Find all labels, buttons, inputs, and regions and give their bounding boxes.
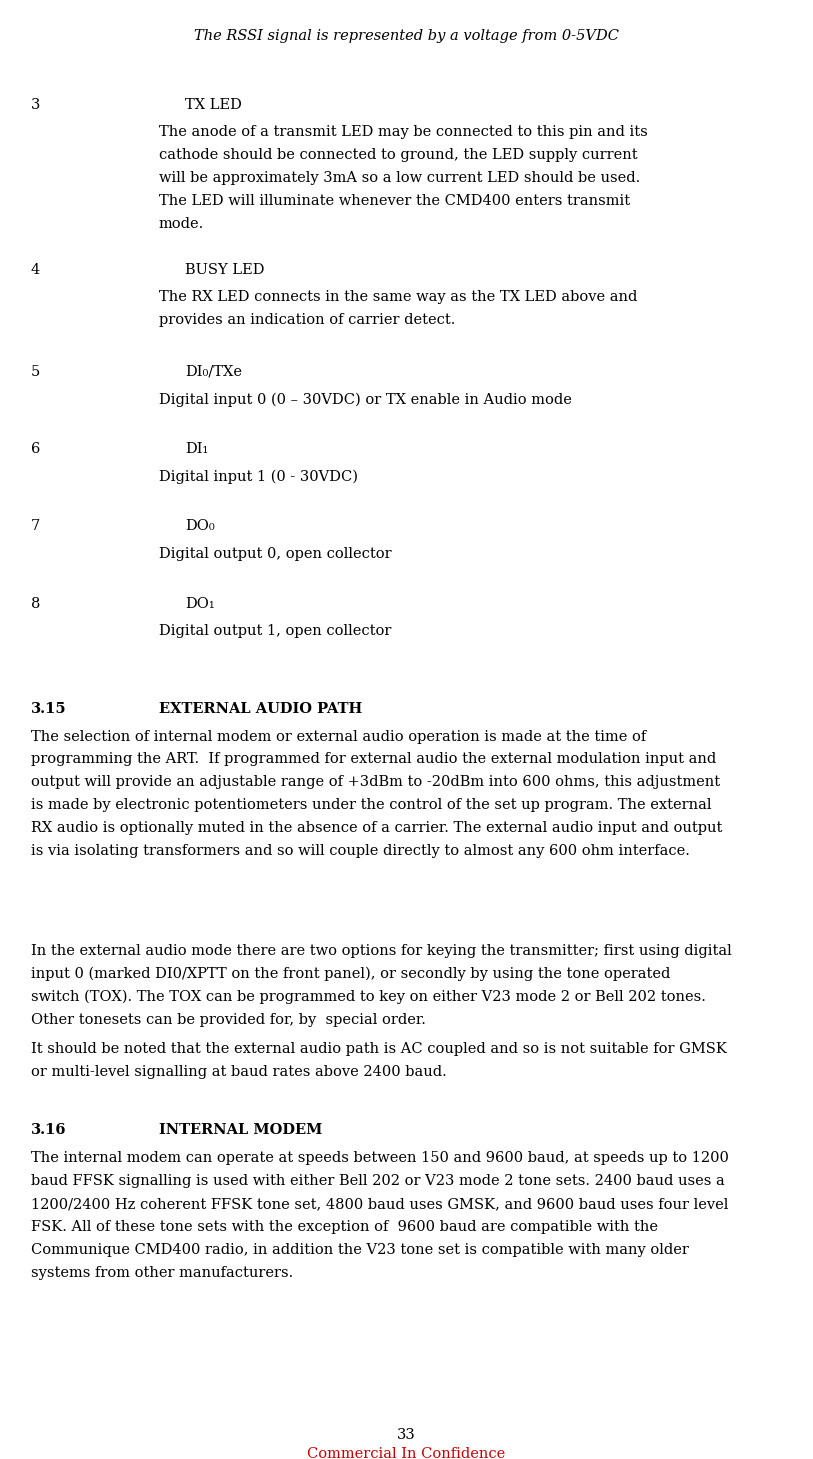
Text: switch (TOX). The TOX can be programmed to key on either V23 mode 2 or Bell 202 : switch (TOX). The TOX can be programmed … xyxy=(31,989,706,1004)
Text: Communique CMD400 radio, in addition the V23 tone set is compatible with many ol: Communique CMD400 radio, in addition the… xyxy=(31,1243,689,1258)
Text: RX audio is optionally muted in the absence of a carrier. The external audio inp: RX audio is optionally muted in the abse… xyxy=(31,821,722,836)
Text: 5: 5 xyxy=(31,365,40,379)
Text: 4: 4 xyxy=(31,263,40,277)
Text: BUSY LED: BUSY LED xyxy=(185,263,265,277)
Text: programming the ART.  If programmed for external audio the external modulation i: programming the ART. If programmed for e… xyxy=(31,753,716,766)
Text: DO₀: DO₀ xyxy=(185,519,215,534)
Text: 1200/2400 Hz coherent FFSK tone set, 4800 baud uses GMSK, and 9600 baud uses fou: 1200/2400 Hz coherent FFSK tone set, 480… xyxy=(31,1196,728,1211)
Text: cathode should be connected to ground, the LED supply current: cathode should be connected to ground, t… xyxy=(159,149,637,162)
Text: DO₁: DO₁ xyxy=(185,597,215,611)
Text: 7: 7 xyxy=(31,519,40,534)
Text: DI₀/TXe: DI₀/TXe xyxy=(185,365,242,379)
Text: output will provide an adjustable range of +3dBm to -20dBm into 600 ohms, this a: output will provide an adjustable range … xyxy=(31,775,720,789)
Text: 33: 33 xyxy=(397,1428,416,1443)
Text: is made by electronic potentiometers under the control of the set up program. Th: is made by electronic potentiometers und… xyxy=(31,798,711,813)
Text: FSK. All of these tone sets with the exception of  9600 baud are compatible with: FSK. All of these tone sets with the exc… xyxy=(31,1220,658,1234)
Text: The anode of a transmit LED may be connected to this pin and its: The anode of a transmit LED may be conne… xyxy=(159,125,647,140)
Text: 6: 6 xyxy=(31,442,41,457)
Text: is via isolating transformers and so will couple directly to almost any 600 ohm : is via isolating transformers and so wil… xyxy=(31,845,689,858)
Text: 3.15: 3.15 xyxy=(31,702,67,716)
Text: The selection of internal modem or external audio operation is made at the time : The selection of internal modem or exter… xyxy=(31,730,646,744)
Text: Other tonesets can be provided for, by  special order.: Other tonesets can be provided for, by s… xyxy=(31,1013,426,1027)
Text: 3: 3 xyxy=(31,98,41,112)
Text: Digital output 1, open collector: Digital output 1, open collector xyxy=(159,624,391,639)
Text: Digital output 0, open collector: Digital output 0, open collector xyxy=(159,547,391,562)
Text: INTERNAL MODEM: INTERNAL MODEM xyxy=(159,1123,322,1138)
Text: It should be noted that the external audio path is AC coupled and so is not suit: It should be noted that the external aud… xyxy=(31,1042,727,1056)
Text: mode.: mode. xyxy=(159,217,204,232)
Text: provides an indication of carrier detect.: provides an indication of carrier detect… xyxy=(159,314,455,327)
Text: The internal modem can operate at speeds between 150 and 9600 baud, at speeds up: The internal modem can operate at speeds… xyxy=(31,1151,728,1166)
Text: The LED will illuminate whenever the CMD400 enters transmit: The LED will illuminate whenever the CMD… xyxy=(159,194,629,209)
Text: systems from other manufacturers.: systems from other manufacturers. xyxy=(31,1266,293,1280)
Text: baud FFSK signalling is used with either Bell 202 or V23 mode 2 tone sets. 2400 : baud FFSK signalling is used with either… xyxy=(31,1174,724,1188)
Text: will be approximately 3mA so a low current LED should be used.: will be approximately 3mA so a low curre… xyxy=(159,172,640,185)
Text: 3.16: 3.16 xyxy=(31,1123,67,1138)
Text: TX LED: TX LED xyxy=(185,98,242,112)
Text: Digital input 1 (0 - 30VDC): Digital input 1 (0 - 30VDC) xyxy=(159,470,358,484)
Text: 8: 8 xyxy=(31,597,41,611)
Text: The RSSI signal is represented by a voltage from 0-5VDC: The RSSI signal is represented by a volt… xyxy=(194,29,619,44)
Text: Commercial In Confidence: Commercial In Confidence xyxy=(307,1447,506,1459)
Text: Digital input 0 (0 – 30VDC) or TX enable in Audio mode: Digital input 0 (0 – 30VDC) or TX enable… xyxy=(159,392,572,407)
Text: DI₁: DI₁ xyxy=(185,442,209,457)
Text: input 0 (marked DI0/XPTT on the front panel), or secondly by using the tone oper: input 0 (marked DI0/XPTT on the front pa… xyxy=(31,967,670,982)
Text: The RX LED connects in the same way as the TX LED above and: The RX LED connects in the same way as t… xyxy=(159,290,637,305)
Text: EXTERNAL AUDIO PATH: EXTERNAL AUDIO PATH xyxy=(159,702,362,716)
Text: or multi-level signalling at baud rates above 2400 baud.: or multi-level signalling at baud rates … xyxy=(31,1065,446,1078)
Text: In the external audio mode there are two options for keying the transmitter; fir: In the external audio mode there are two… xyxy=(31,944,732,959)
